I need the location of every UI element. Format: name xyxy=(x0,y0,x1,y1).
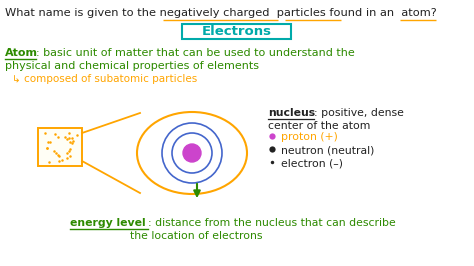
Text: physical and chemical properties of elements: physical and chemical properties of elem… xyxy=(5,61,259,71)
Text: electron (–): electron (–) xyxy=(281,159,343,168)
Text: neutron (neutral): neutron (neutral) xyxy=(281,146,374,156)
Text: center of the atom: center of the atom xyxy=(268,121,370,131)
Text: ↳ composed of subatomic particles: ↳ composed of subatomic particles xyxy=(12,74,197,84)
Text: : positive, dense: : positive, dense xyxy=(314,108,404,118)
Text: : distance from the nucleus that can describe: : distance from the nucleus that can des… xyxy=(148,218,396,228)
Bar xyxy=(38,128,82,166)
Text: energy level: energy level xyxy=(70,218,146,228)
Text: What name is given to the negatively charged  particles found in an  atom?: What name is given to the negatively cha… xyxy=(5,8,437,18)
Text: Electrons: Electrons xyxy=(202,25,272,38)
Text: Atom: Atom xyxy=(5,48,38,58)
Text: proton (+): proton (+) xyxy=(281,132,338,143)
Text: : basic unit of matter that can be used to understand the: : basic unit of matter that can be used … xyxy=(36,48,355,58)
Circle shape xyxy=(183,144,201,162)
Text: the location of electrons: the location of electrons xyxy=(130,231,263,241)
Text: nucleus: nucleus xyxy=(268,108,315,118)
